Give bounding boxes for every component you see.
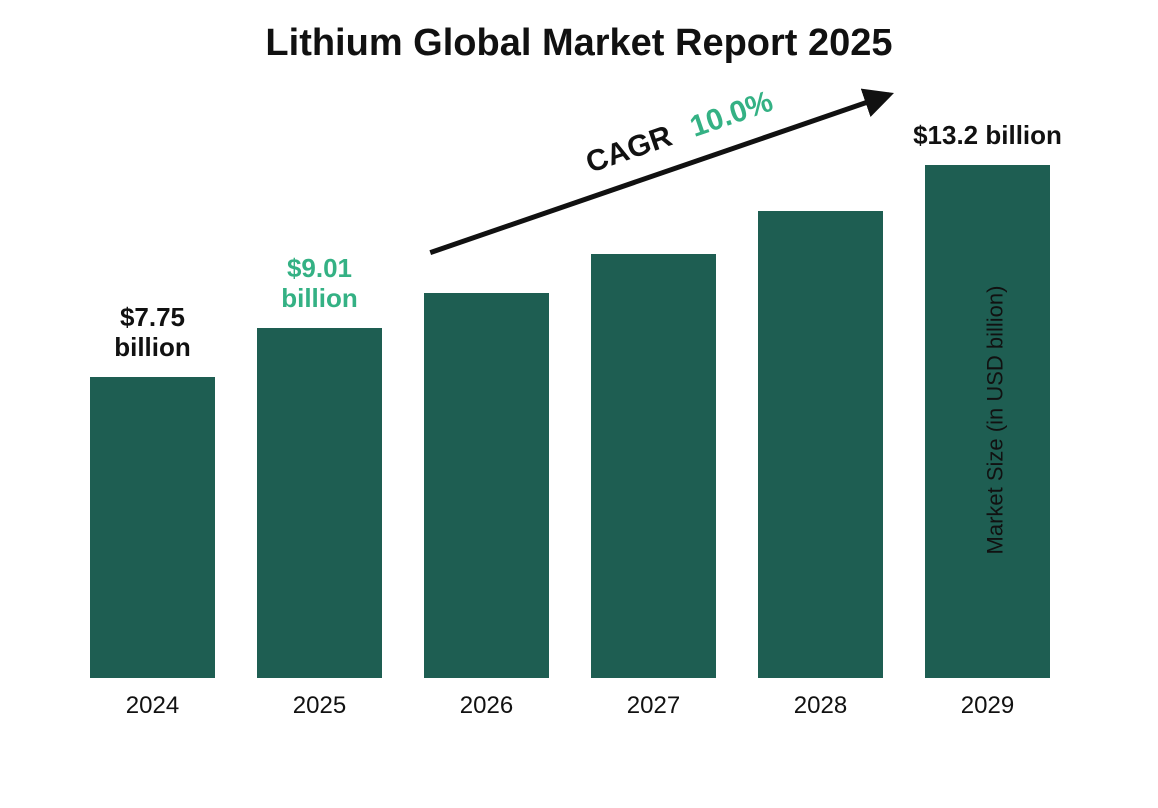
cagr-value-text: 10.0%: [686, 85, 777, 144]
x-axis-tick-label: 2026: [404, 692, 569, 720]
chart-area: 202420252026202720282029$7.75billion$9.0…: [70, 120, 1070, 720]
y-axis-label: Market Size (in USD billion): [983, 286, 1009, 555]
x-axis-tick-label: 2025: [237, 692, 402, 720]
x-axis-tick-label: 2028: [738, 692, 903, 720]
chart-title: Lithium Global Market Report 2025: [0, 22, 1158, 65]
x-axis-tick-label: 2027: [571, 692, 736, 720]
x-axis-tick-label: 2024: [70, 692, 235, 720]
x-axis-tick-label: 2029: [905, 692, 1070, 720]
cagr-arrow: CAGR10.0%: [70, 120, 1070, 680]
chart-plot: 202420252026202720282029$7.75billion$9.0…: [70, 120, 1070, 680]
